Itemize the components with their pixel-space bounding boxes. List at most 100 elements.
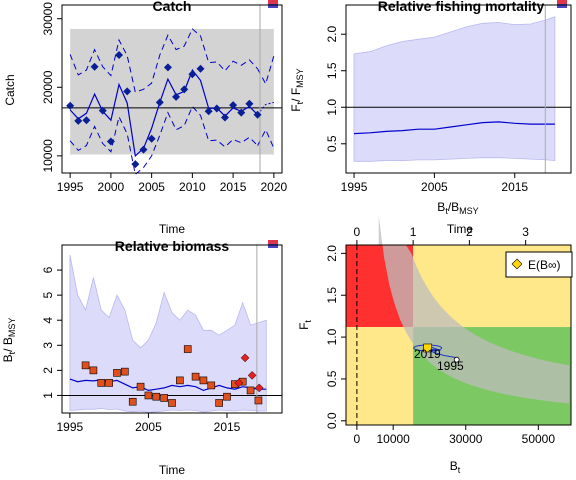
mortality-y-label: Ft/ FMSY (289, 68, 305, 111)
svg-text:Ft: Ft (297, 320, 313, 330)
mortality-plot-frame (345, 4, 572, 174)
kobe-top-tick-label: 0 (354, 225, 361, 239)
legend-diamond-icon (511, 258, 523, 270)
biomass-y-tick-label: 6 (41, 266, 55, 273)
biomass-panel: Relative biomass 1995 2005 2015 1 2 3 4 5 6 Time… (1, 238, 283, 477)
kobe-x-label: Bt (450, 459, 461, 475)
biomass-index2-point (240, 353, 250, 363)
catch-title: Catch (153, 0, 192, 14)
catch-observation-point (66, 101, 75, 110)
catch-observation-point (212, 104, 221, 113)
catch-observation-point (155, 98, 164, 107)
kobe-y-tick-label: 1.5 (325, 287, 339, 304)
mortality-estimate-line (353, 121, 555, 135)
biomass-index-point (136, 382, 145, 391)
kobe-y-tick-label: 1.0 (325, 328, 339, 345)
kobe-y-tick-label: 0.5 (325, 370, 339, 387)
mortality-x-tick-label: 1995 (341, 180, 368, 194)
catch-observation-point (229, 101, 238, 110)
svg-text:Bt/ BMSY: Bt/ BMSY (1, 318, 17, 363)
biomass-index-point (223, 392, 231, 401)
biomass-index-point (128, 397, 137, 406)
biomass-x-label: Time (159, 463, 186, 477)
biomass-index-point (81, 361, 90, 370)
catch-observation-point (74, 116, 83, 125)
catch-observation-point (196, 64, 205, 73)
mortality-y-tick-label: 1.0 (325, 99, 339, 116)
biomass-index2-point (254, 383, 264, 393)
biomass-y-label: Bt/ BMSY (1, 318, 17, 363)
kobe-x-tick-label: 10000 (376, 432, 410, 446)
mortality-x-label: Time (447, 222, 474, 236)
biomass-index-point (246, 386, 255, 395)
fishing-mortality-title: Relative fishing mortality (378, 0, 545, 14)
catch-observation-point (90, 62, 99, 71)
biomass-index-point (199, 376, 208, 385)
biomass-index-point (254, 396, 263, 405)
catch-observation-point (172, 92, 181, 101)
catch-x-label: Time (159, 222, 186, 236)
catch-y-tick-label: 20000 (41, 70, 55, 104)
biomass-index-point (160, 394, 168, 402)
catch-x-tick-label: 2010 (179, 180, 206, 194)
biomass-index-point (207, 381, 216, 390)
biomass-index-point (113, 369, 121, 377)
catch-observation-point (188, 70, 197, 79)
biomass-y-tick-label: 1 (41, 392, 55, 399)
catch-x-tick-label: 1995 (57, 180, 84, 194)
catch-observation-point (147, 134, 156, 143)
biomass-index-point (168, 399, 176, 407)
biomass-index-point (215, 399, 223, 407)
biomass-x-tick-label: 1995 (57, 420, 84, 434)
kobe-start-marker (453, 356, 460, 363)
kobe-2019-label: 2019 (414, 347, 441, 361)
biomass-index-point (152, 392, 161, 401)
mortality-y-tick-label: 1.5 (325, 62, 339, 79)
biomass-index-point (89, 366, 98, 375)
biomass-title: Relative biomass (115, 238, 230, 254)
kobe-x-tick-label: 30000 (449, 432, 483, 446)
mortality-y-tick-label: 2.0 (325, 26, 339, 43)
kobe-top-tick-label: 1 (410, 225, 417, 239)
catch-ci-upper (69, 28, 258, 93)
kobe-top-tick-label: 2 (466, 225, 473, 239)
catch-observation-point (131, 160, 140, 169)
svg-text:Ft/ FMSY: Ft/ FMSY (289, 68, 305, 111)
kobe-legend-label: E(B∞) (528, 258, 561, 272)
catch-y-label: Catch (3, 74, 17, 105)
catch-observation-point (82, 116, 91, 125)
catch-panel: Catch 1995 2000 2005 2010 2015 2020 10000 20000… (3, 0, 288, 236)
kobe-y-tick-label: 2.0 (325, 245, 339, 262)
catch-y-tick-label: 30000 (41, 2, 55, 36)
kobe-current-marker (423, 343, 432, 353)
catch-observation-point (220, 113, 229, 122)
biomass-index2-point (247, 371, 257, 380)
svg-text:Bt/BMSY: Bt/BMSY (437, 200, 478, 216)
catch-observation-point (180, 85, 189, 94)
catch-x-tick-label: 2015 (220, 180, 247, 194)
mortality-ci-band (353, 16, 556, 162)
catch-y-tick-label: 10000 (41, 139, 55, 173)
kobe-uncertainty-band (378, 215, 570, 404)
catch-observation-point (204, 107, 213, 116)
biomass-index-point (121, 367, 129, 376)
catch-observation-point (237, 108, 246, 117)
biomass-y-tick-label: 4 (41, 317, 55, 324)
catch-x-tick-label: 2005 (138, 180, 165, 194)
biomass-index-point (191, 372, 200, 381)
mortality-y-tick-label: 0.5 (325, 135, 339, 152)
biomass-y-tick-label: 2 (41, 367, 55, 374)
biomass-x-tick-label: 2015 (214, 420, 241, 434)
biomass-index-point (183, 345, 192, 353)
fishing-mortality-panel: Relative fishing mortality 1995 2005 2015 0… (289, 0, 572, 236)
kobe-x-tick-label: 0 (354, 432, 361, 446)
biomass-index-point (176, 376, 184, 385)
kobe-x-tick-label: 50000 (522, 432, 556, 446)
biomass-index-point (105, 379, 113, 387)
kobe-top-tick-label: 3 (522, 225, 529, 239)
biomass-y-tick-label: 3 (41, 342, 55, 349)
catch-observation-point (106, 137, 115, 146)
catch-observation-point (163, 63, 172, 72)
mortality-x-tick-label: 2005 (421, 180, 448, 194)
